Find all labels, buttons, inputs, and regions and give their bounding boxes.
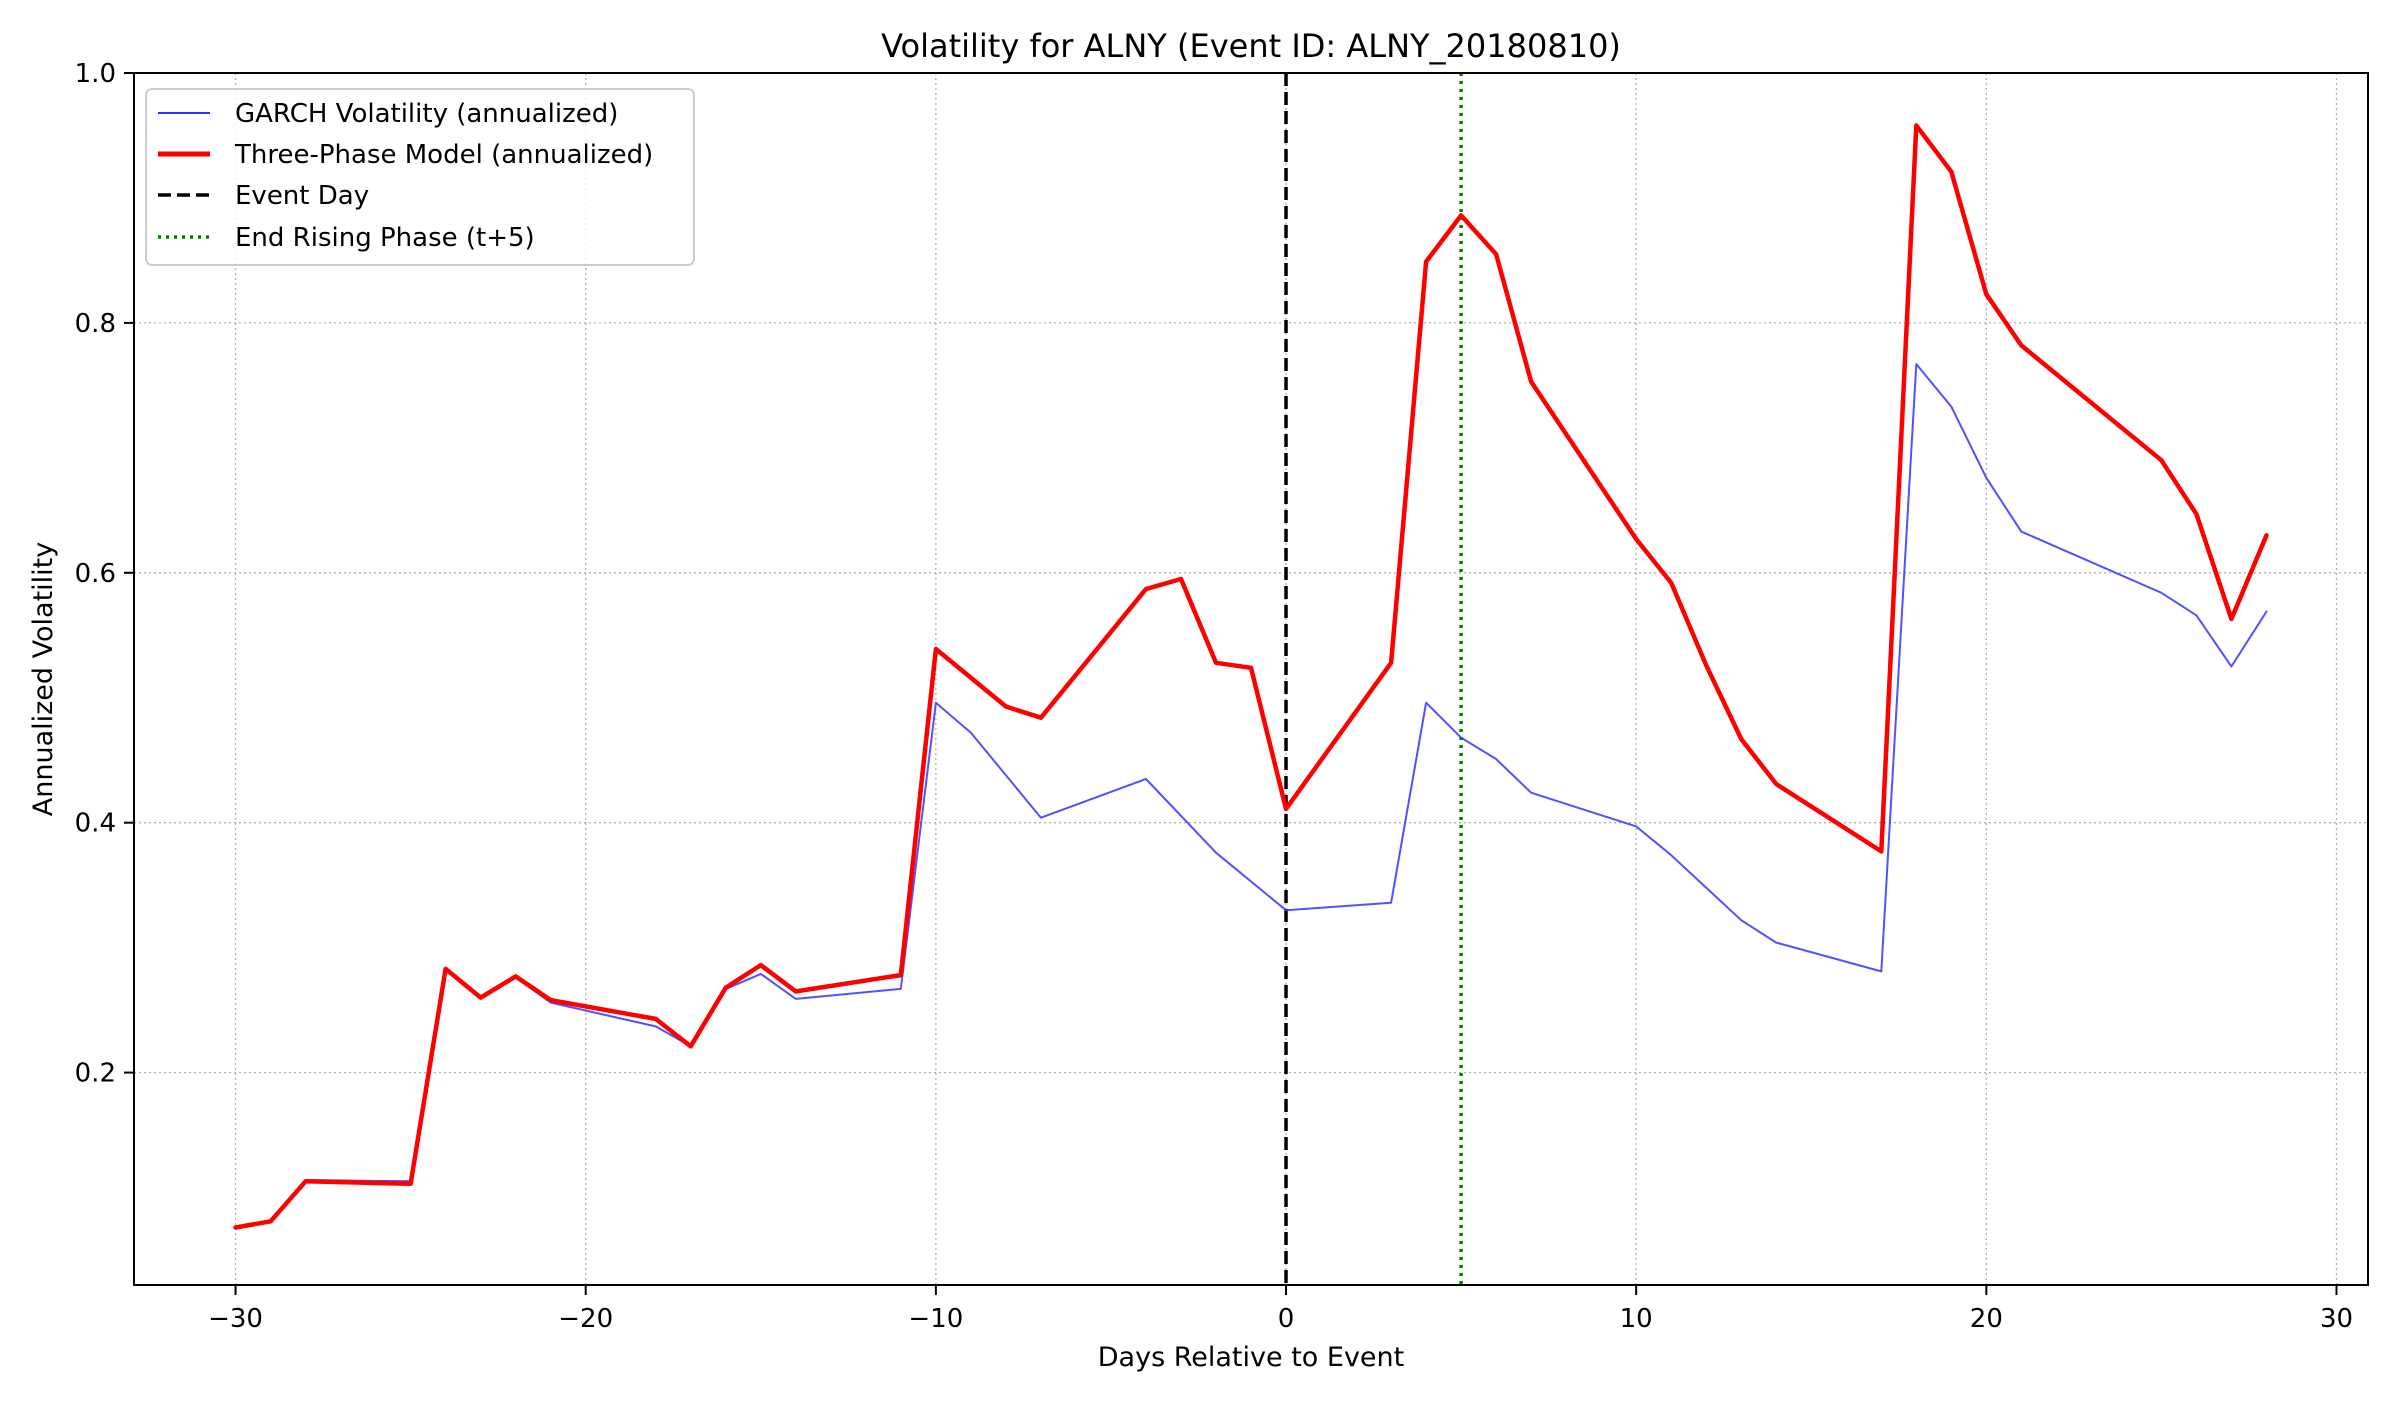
y-tick-label-2: 0.6	[75, 559, 116, 589]
legend-label-garch: GARCH Volatility (annualized)	[235, 99, 618, 129]
x-tick-label-3: 0	[1278, 1304, 1295, 1334]
legend-label-three-phase: Three-Phase Model (annualized)	[234, 140, 653, 170]
legend-label-event-day: Event Day	[235, 181, 369, 211]
y-axis-label: Annualized Volatility	[28, 542, 59, 816]
x-tick-label-6: 30	[2320, 1304, 2353, 1334]
x-tick-label-0: −30	[208, 1304, 263, 1334]
legend: GARCH Volatility (annualized) Three-Phas…	[146, 89, 694, 265]
y-tick-label-1: 0.4	[75, 809, 116, 839]
y-tick-label-0: 0.2	[75, 1059, 116, 1089]
x-tick-label-4: 10	[1620, 1304, 1653, 1334]
x-tick-label-2: −10	[908, 1304, 963, 1334]
chart-title: Volatility for ALNY (Event ID: ALNY_2018…	[881, 27, 1621, 65]
y-tick-label-4: 1.0	[75, 59, 116, 89]
y-tick-label-3: 0.8	[75, 309, 116, 339]
x-tick-label-5: 20	[1970, 1304, 2003, 1334]
x-axis-label: Days Relative to Event	[1098, 1342, 1404, 1373]
x-tick-label-1: −20	[558, 1304, 613, 1334]
legend-label-end-rising-phase: End Rising Phase (t+5)	[235, 223, 535, 253]
